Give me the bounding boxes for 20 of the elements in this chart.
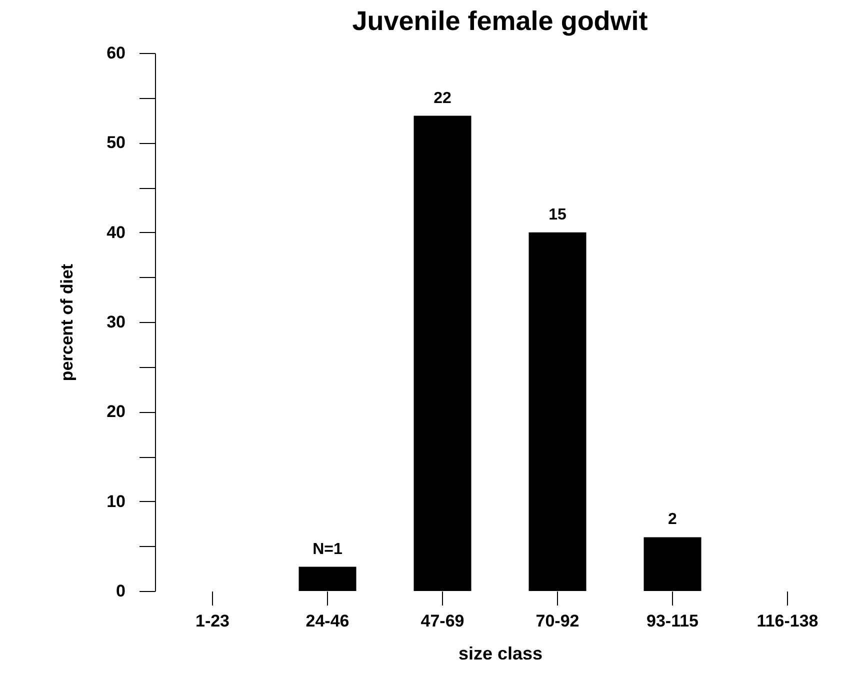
annotation: 15: [548, 206, 566, 224]
x-tick-label: 24-46: [306, 612, 350, 630]
y-tick-label: 40: [106, 222, 126, 242]
x-tick-label: 70-92: [536, 612, 580, 630]
y-tick-label: 10: [106, 492, 126, 511]
chart-title: Juvenile female godwit: [352, 6, 648, 36]
y-tick-label: 60: [106, 44, 126, 62]
x-tick-label: 93-115: [646, 612, 698, 630]
y-tick-label: 30: [106, 312, 126, 332]
y-axis-title: percent of diet: [58, 264, 77, 382]
x-tick-label: 47-69: [420, 612, 464, 630]
y-tick-label: 50: [106, 133, 126, 152]
annotation: 22: [434, 90, 452, 107]
x-tick-label: 1-23: [195, 612, 230, 630]
x-axis-title: size class: [458, 644, 543, 664]
x-tick-label: 116-138: [756, 612, 818, 630]
annotation: N=1: [312, 540, 342, 558]
y-tick-label: 0: [116, 582, 126, 600]
y-tick-label: 20: [106, 402, 126, 422]
annotation: 2: [668, 511, 678, 528]
